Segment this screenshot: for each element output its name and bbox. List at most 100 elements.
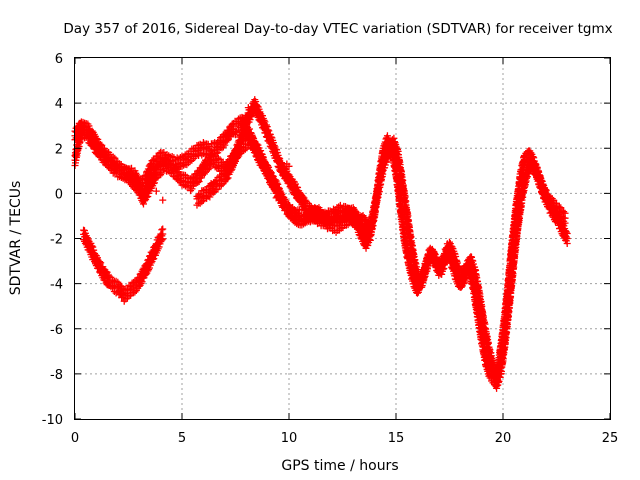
- data-point-arc-3: [158, 226, 166, 234]
- data-point-arc-3: [131, 278, 139, 286]
- data-point-arc-5: [434, 256, 442, 264]
- data-point-arc-5: [352, 208, 360, 216]
- data-point-arc-3: [89, 243, 97, 251]
- data-point-scattered: [244, 104, 252, 112]
- data-point-arc-4: [199, 187, 207, 195]
- data-point-arc-5: [553, 199, 560, 207]
- data-point-arc-5: [441, 251, 449, 259]
- data-point-arc-1: [140, 172, 148, 180]
- data-point-arc-5: [416, 283, 424, 291]
- axis-ticks: 0 5 10 15 20 25 -10 -8 -6 -4 -2 0 2 4 6: [42, 52, 619, 446]
- data-point-arc-4: [563, 230, 571, 238]
- data-point-arc-4: [236, 133, 244, 141]
- data-point-arc-3: [83, 234, 91, 242]
- data-point-arc-5: [419, 268, 427, 276]
- data-point-arc-2: [281, 195, 289, 203]
- data-point-arc-4: [264, 126, 272, 134]
- data-point-arc-5: [561, 209, 569, 217]
- data-point-arc-5: [416, 272, 424, 280]
- x-tick-label: 15: [388, 431, 405, 446]
- x-tick-label: 20: [495, 431, 512, 446]
- data-point-arc-1: [146, 161, 154, 169]
- data-point-arc-5: [541, 186, 549, 194]
- y-tick-label: -6: [50, 323, 63, 338]
- data-point-arc-1: [224, 126, 232, 134]
- plot-frame: [74, 57, 611, 420]
- data-point-arc-3: [88, 242, 96, 250]
- x-tick-label: 25: [602, 431, 619, 446]
- data-point-arc-2: [273, 180, 281, 188]
- data-point-arc-2: [260, 157, 268, 165]
- data-point-arc-4: [240, 119, 248, 127]
- data-point-arc-1: [176, 160, 184, 168]
- data-point-arc-3: [120, 286, 128, 294]
- data-point-arc-1: [111, 154, 119, 162]
- data-point-arc-1: [149, 156, 157, 164]
- data-point-arc-2: [134, 177, 142, 185]
- data-point-arc-5: [538, 177, 546, 185]
- data-point-scattered: [152, 187, 160, 195]
- data-point-scattered: [232, 131, 239, 139]
- data-point-arc-2: [146, 179, 154, 187]
- data-point-arc-3: [142, 261, 150, 269]
- data-point-arc-4: [211, 178, 219, 186]
- data-point-arc-3: [103, 268, 111, 276]
- data-point-arc-2: [263, 161, 271, 169]
- data-point-scattered: [285, 162, 293, 170]
- data-point-arc-1: [178, 152, 186, 160]
- data-point-arc-4: [226, 159, 234, 167]
- data-point-arc-2: [250, 136, 258, 144]
- data-point-arc-4: [527, 149, 535, 157]
- data-point-arc-2: [136, 180, 144, 188]
- data-point-arc-4: [234, 138, 242, 146]
- data-point-arc-5: [555, 203, 563, 211]
- y-tick-label: -2: [50, 233, 63, 248]
- data-point-arc-2: [253, 140, 261, 148]
- data-point-scattered: [159, 196, 167, 204]
- data-point-arc-4: [263, 123, 271, 131]
- data-point-arc-3: [102, 268, 110, 276]
- data-point-arc-3: [93, 254, 101, 262]
- data-point-arc-2: [205, 164, 213, 172]
- data-point-arc-4: [224, 163, 232, 171]
- data-point-arc-2: [187, 181, 195, 189]
- data-point-arc-4: [233, 141, 241, 149]
- data-point-arc-4: [232, 146, 239, 154]
- y-tick-label: 4: [55, 97, 63, 112]
- data-point-arc-3: [96, 258, 104, 266]
- data-point-arc-4: [195, 191, 203, 199]
- data-point-arc-3: [90, 246, 98, 254]
- data-point-arc-4: [240, 121, 248, 129]
- data-point-arc-3: [144, 256, 152, 264]
- y-axis-label: SDTVAR / TECUs: [8, 181, 24, 296]
- y-tick-label: -10: [42, 413, 63, 428]
- data-point-arc-4: [270, 142, 278, 150]
- data-point-arc-4: [262, 121, 270, 129]
- data-point-arc-2: [88, 132, 96, 140]
- data-point-arc-4: [221, 169, 229, 177]
- data-point-arc-5: [525, 159, 533, 167]
- data-point-arc-4: [227, 158, 235, 166]
- data-point-arc-2: [249, 133, 257, 141]
- data-point-arc-4: [261, 118, 269, 126]
- y-tick-label: 6: [55, 52, 63, 67]
- data-point-arc-4: [275, 154, 283, 162]
- x-tick-label: 10: [281, 431, 298, 446]
- data-point-arc-2: [157, 161, 165, 169]
- data-point-arc-2: [189, 174, 197, 182]
- data-point-arc-1: [199, 139, 207, 147]
- data-point-arc-4: [362, 240, 370, 248]
- data-point-arc-5: [446, 238, 453, 246]
- data-point-arc-2: [158, 159, 166, 167]
- data-point-arc-3: [97, 259, 105, 267]
- data-point-arc-3: [127, 283, 135, 291]
- data-point-arc-2: [257, 147, 265, 155]
- data-point-arc-1: [181, 151, 189, 159]
- data-point-arc-3: [149, 247, 157, 255]
- data-point-arc-4: [225, 162, 233, 170]
- data-point-arc-5: [385, 143, 393, 151]
- data-point-arc-4: [562, 228, 570, 236]
- data-point-arc-4: [235, 136, 243, 144]
- x-tick-label: 5: [178, 431, 186, 446]
- data-point-arc-2: [127, 169, 135, 177]
